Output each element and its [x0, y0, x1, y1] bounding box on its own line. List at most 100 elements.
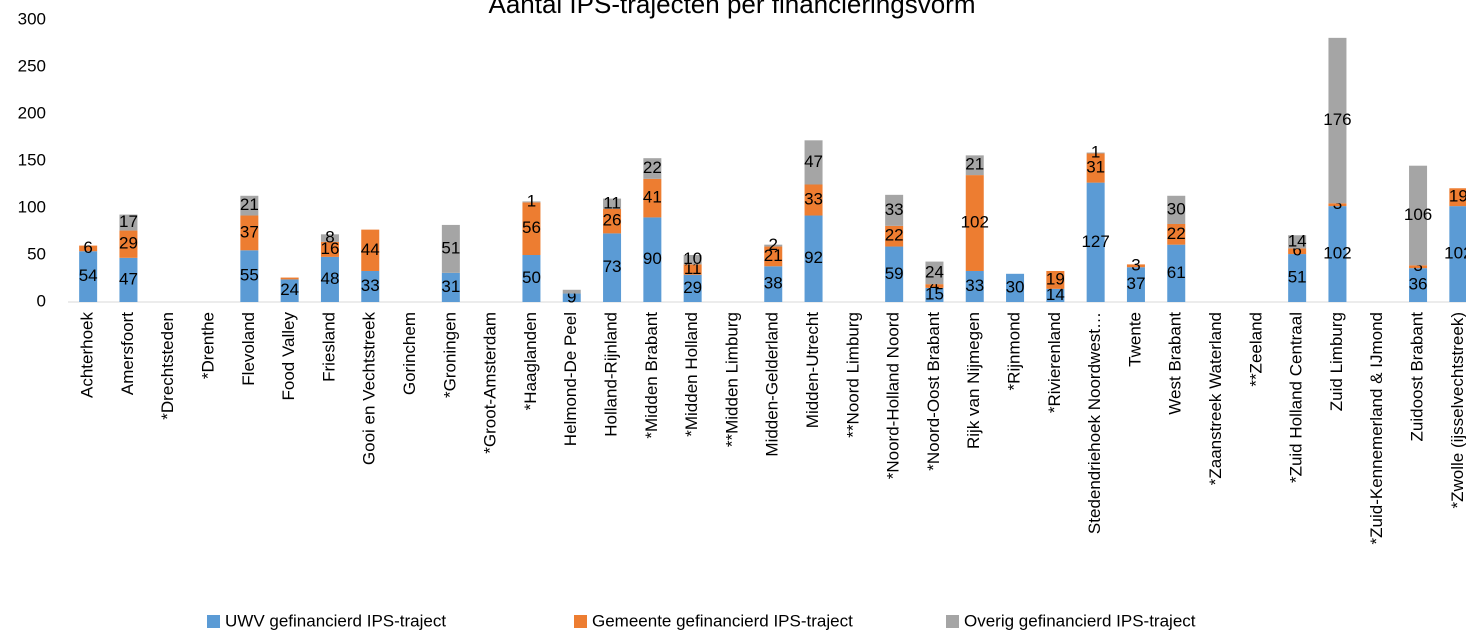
legend-label: Overig gefinancierd IPS-traject	[964, 611, 1196, 630]
x-tick-label: *Zuid-Kennemerland & IJmond	[1367, 312, 1386, 544]
bar-segment	[1167, 244, 1186, 302]
x-tick-label: *Groot-Amsterdam	[481, 312, 500, 454]
x-tick-label: Holland-Rijnland	[602, 312, 621, 437]
bar-segment	[1409, 265, 1428, 269]
bar-segment	[1409, 165, 1428, 266]
data-label: 92	[804, 248, 823, 267]
data-label: 47	[804, 152, 823, 171]
x-tick-label: Stedendriehoek Noordwest…	[1085, 312, 1104, 534]
bar-segment	[361, 270, 380, 302]
y-tick-label: 300	[18, 9, 46, 28]
bar-segment	[1328, 203, 1347, 207]
bar-segment	[925, 287, 944, 302]
data-label: 33	[885, 200, 904, 219]
data-label: 44	[361, 240, 380, 259]
bar-segment	[965, 155, 984, 176]
bar-segment	[1288, 254, 1307, 302]
bar-segment	[764, 244, 783, 247]
bar-segment	[1449, 188, 1466, 207]
data-label: 24	[925, 262, 944, 281]
data-label: 36	[1409, 275, 1428, 294]
bar-segment	[1409, 268, 1428, 302]
y-tick-label: 150	[18, 150, 46, 169]
bar-segment	[280, 277, 299, 280]
bar-segment	[1288, 248, 1307, 255]
bar-segment	[1126, 264, 1145, 268]
x-tick-label: Achterhoek	[78, 312, 97, 398]
bar-segment	[764, 246, 783, 267]
data-label: 176	[1323, 110, 1351, 129]
bar-segment	[1046, 270, 1065, 289]
data-label: 16	[320, 239, 339, 258]
bar-segment	[965, 270, 984, 302]
data-label: 102	[961, 213, 989, 232]
data-label: 55	[240, 266, 259, 285]
bar-segment	[683, 255, 702, 265]
bar-segment	[603, 208, 622, 234]
chart-title: Aantal IPS-trajecten per financieringsvo…	[488, 0, 975, 19]
bar-segment	[119, 214, 138, 231]
bar-segment	[240, 215, 259, 251]
data-label: 90	[643, 249, 662, 268]
bar-segment	[240, 195, 259, 216]
bar-segment	[603, 198, 622, 209]
legend-swatch	[946, 615, 959, 628]
data-label: 2	[769, 235, 778, 254]
data-label: 31	[1086, 158, 1105, 177]
data-label: 51	[1288, 268, 1307, 287]
bar-segment	[1086, 152, 1105, 154]
bar-segment	[965, 175, 984, 271]
bar-segment	[1328, 37, 1347, 204]
data-label: 127	[1081, 232, 1109, 251]
data-label: 48	[320, 269, 339, 288]
x-tick-label: *Noord-Oost Brabant	[924, 312, 943, 471]
bar-segment	[361, 229, 380, 271]
data-label: 37	[240, 222, 259, 241]
data-label: 1	[1091, 142, 1100, 161]
bar-segment	[804, 184, 823, 216]
x-tick-label: Rijk van Nijmegen	[964, 312, 983, 449]
data-label: 19	[1046, 269, 1065, 288]
x-tick-label: *Rivierenland	[1045, 312, 1064, 413]
bar-segment	[804, 140, 823, 185]
data-label: 59	[885, 264, 904, 283]
data-label: 37	[1126, 274, 1145, 293]
data-label: 19	[1449, 187, 1466, 206]
data-label: 6	[83, 238, 92, 257]
x-tick-label: *Drenthe	[199, 312, 218, 379]
data-label: 33	[804, 189, 823, 208]
x-tick-label: Helmond-De Peel	[561, 312, 580, 446]
bar-segment	[79, 245, 98, 252]
y-tick-label: 200	[18, 103, 46, 122]
data-label: 31	[441, 277, 460, 296]
data-label: 33	[965, 276, 984, 295]
x-tick-label: Twente	[1125, 312, 1144, 367]
bar-segment	[885, 246, 904, 302]
data-label: 54	[79, 266, 98, 285]
data-label: 73	[603, 257, 622, 276]
bar-segment	[320, 234, 339, 242]
bar-segment	[1046, 288, 1065, 302]
bar-segment	[1167, 195, 1186, 224]
bar-segment	[280, 279, 299, 302]
bar-segment	[1449, 206, 1466, 302]
bar-segment	[119, 230, 138, 258]
data-label: 9	[567, 287, 576, 306]
data-label: 26	[603, 211, 622, 230]
bar-segment	[643, 178, 662, 218]
x-tick-label: Midden-Utrecht	[803, 312, 822, 428]
bar-segment	[1126, 267, 1145, 302]
legend-label: UWV gefinancierd IPS-traject	[225, 611, 446, 630]
x-tick-label: West Brabant	[1166, 312, 1185, 415]
x-tick-label: Amersfoort	[118, 312, 137, 395]
bar-segment	[925, 284, 944, 288]
x-tick-label: *Groningen	[440, 312, 459, 398]
data-label: 8	[325, 228, 334, 247]
data-label: 22	[1167, 224, 1186, 243]
bar-segment	[441, 272, 460, 302]
data-label: 50	[522, 268, 541, 287]
x-tick-label: *Noord-Holland Noord	[884, 312, 903, 479]
data-label: 22	[885, 226, 904, 245]
x-tick-label: Zuid Limburg	[1327, 312, 1346, 411]
x-tick-label: *Zaanstreek Waterland	[1206, 312, 1225, 485]
